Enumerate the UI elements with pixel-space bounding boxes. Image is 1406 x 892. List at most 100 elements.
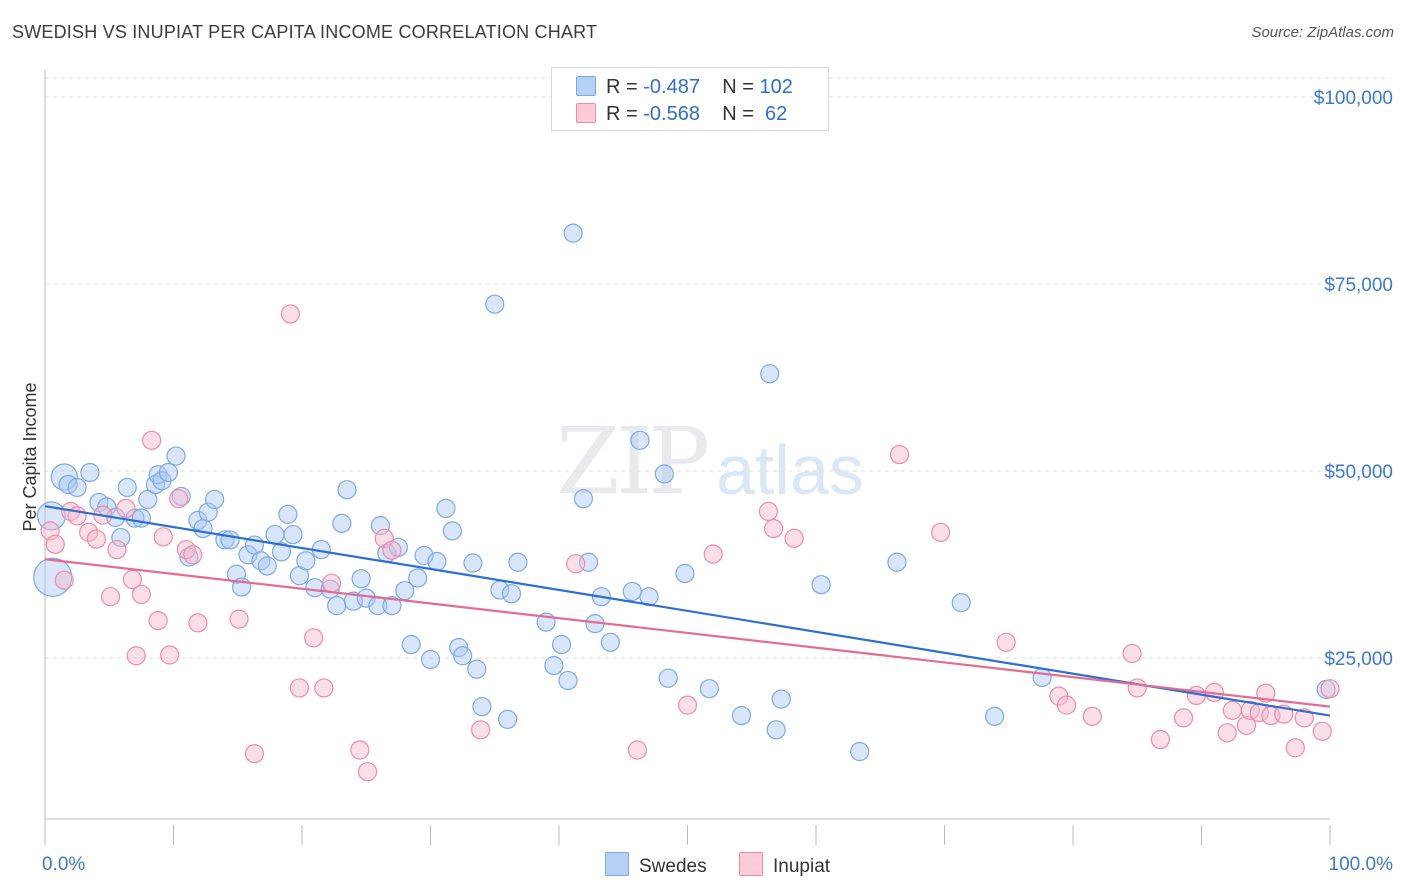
swedes-point [508, 552, 528, 572]
inupiat-point [763, 518, 784, 539]
inupiat-point [100, 587, 121, 607]
x-tick-label-max: 100.0% [1329, 854, 1394, 875]
inupiat-legend-label: Inupiat [773, 856, 831, 877]
inupiat-point [703, 544, 723, 564]
inupiat-point [1127, 678, 1147, 698]
swedes-point [760, 364, 780, 384]
inupiat-point [126, 646, 146, 666]
swedes-point [427, 551, 447, 572]
swedes-point [131, 508, 151, 528]
watermark-zip: ZIP [556, 408, 710, 515]
swedes-point [771, 689, 791, 709]
inupiat-point [244, 744, 265, 764]
swedes-point [278, 504, 298, 524]
swedes-point [654, 464, 674, 484]
swedes-point [622, 581, 642, 602]
inupiat-point [188, 613, 208, 633]
inupiat-point [45, 534, 65, 554]
swedes-point [271, 542, 292, 562]
inupiat-point [1122, 643, 1142, 664]
swedes-point [1032, 667, 1052, 688]
inupiat-point [153, 527, 173, 547]
swedes-point [50, 463, 78, 491]
inupiat-point [289, 678, 310, 698]
inupiat-point [1173, 708, 1194, 728]
swedes-point [544, 655, 564, 676]
swedes-point [558, 670, 578, 691]
inupiat-point [116, 498, 136, 518]
correlation-legend: R = -0.487 N = 102 R = -0.568 N = 62 [551, 67, 829, 131]
swedes-point [485, 294, 505, 314]
legend-n-label: N = [722, 103, 760, 125]
grid-lines [45, 77, 1390, 659]
swedes-point [283, 524, 303, 545]
swedes-point [382, 596, 402, 616]
swedes-point [951, 593, 971, 613]
legend-r-value: -0.568 [643, 103, 700, 125]
legend-r-value: -0.487 [643, 76, 700, 98]
swedes-point [332, 513, 352, 533]
axes [44, 70, 1331, 845]
swedes-point [563, 223, 583, 243]
swedes-points [33, 223, 1336, 762]
legend-r-label: R = [606, 76, 644, 98]
y-tick-label: $25,000 [1324, 649, 1393, 670]
inupiat-point [1236, 715, 1257, 735]
inupiat-point [1217, 723, 1237, 743]
swedes-point [498, 709, 518, 729]
swedes-point [467, 659, 487, 679]
swedes-legend-swatch [605, 852, 629, 876]
swedes-point [166, 446, 186, 466]
source-credit: Source: ZipAtlas.com [1251, 24, 1394, 41]
swedes-point [220, 530, 240, 550]
inupiat-point [996, 632, 1016, 652]
inupiat-point [784, 528, 804, 548]
legend-row-inupiat: R = -0.568 N = 62 [576, 103, 787, 126]
legend-r-label: R = [606, 103, 644, 125]
swedes-point [731, 705, 752, 726]
legend-n-label: N = [722, 76, 760, 98]
y-tick-label: $75,000 [1324, 275, 1393, 296]
inupiat-point [350, 740, 370, 760]
inupiat-point [758, 501, 779, 521]
inupiat-legend-swatch [739, 852, 763, 876]
swedes-point [401, 634, 421, 655]
inupiat-swatch [576, 103, 596, 123]
inupiat-point [131, 584, 151, 605]
swedes-point [111, 527, 131, 548]
y-axis-label: Per Capita Income [20, 382, 40, 531]
swedes-point [67, 477, 87, 498]
inupiat-point [374, 528, 394, 548]
swedes-point [320, 579, 340, 599]
swedes-point [226, 564, 247, 584]
swedes-point [370, 516, 390, 536]
swedes-point [442, 521, 462, 541]
inupiat-trend-line [44, 558, 1331, 708]
swedes-point [453, 646, 473, 666]
inupiat-point [303, 628, 324, 648]
chart-title: SWEDISH VS INUPIAT PER CAPITA INCOME COR… [12, 22, 598, 42]
legend-n-value: 62 [759, 103, 788, 125]
trend-lines [44, 505, 1331, 717]
swedes-point [573, 489, 594, 509]
inupiat-point [1082, 706, 1102, 726]
swedes-point [985, 706, 1005, 726]
inupiat-point [1320, 679, 1340, 699]
inupiat-point [79, 522, 99, 542]
inupiat-point [677, 695, 698, 715]
inupiat-point [107, 539, 127, 560]
inupiat-point [889, 444, 910, 465]
inupiat-point [229, 609, 249, 629]
bottom-legend-inupiat: Inupiat [739, 852, 830, 878]
swedes-point [887, 552, 907, 572]
inupiat-point [54, 570, 74, 590]
inupiat-point [160, 645, 180, 665]
swedes-swatch [576, 76, 596, 96]
axis-labels: $25,000 $50,000 $75,000 $100,000 0.0% 100.0% P… [20, 88, 1393, 875]
swedes-point [33, 557, 73, 597]
swedes-point [551, 634, 572, 655]
swedes-point [337, 480, 357, 500]
inupiat-point [314, 678, 334, 698]
swedes-point [436, 498, 456, 518]
